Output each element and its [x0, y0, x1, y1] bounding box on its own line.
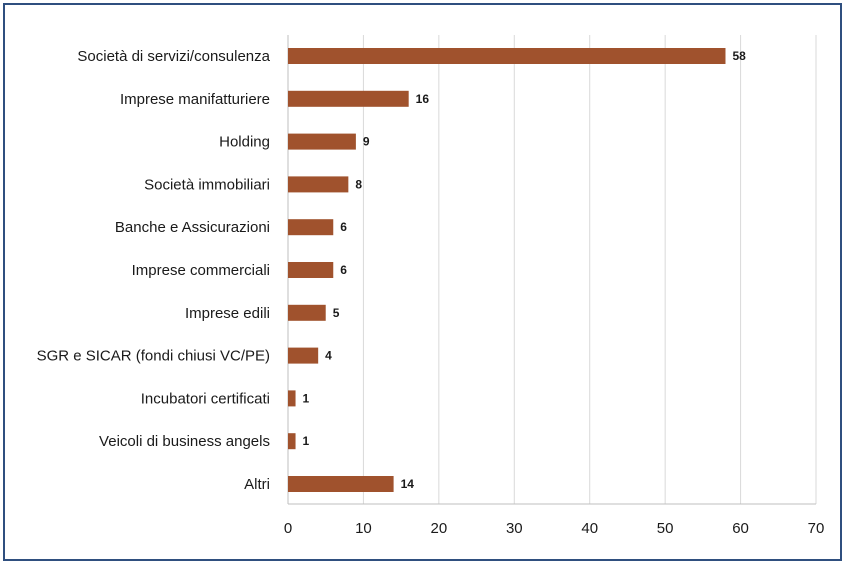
data-label: 1	[303, 434, 310, 448]
data-label: 14	[401, 477, 415, 491]
bar	[288, 176, 349, 193]
bar	[288, 133, 356, 150]
category-label: Altri	[244, 476, 270, 493]
bar	[288, 90, 409, 107]
x-tick-label: 40	[581, 520, 598, 537]
data-label: 6	[340, 263, 347, 277]
x-tick-label: 10	[355, 520, 372, 537]
category-label: Imprese edili	[185, 305, 270, 322]
data-label: 9	[363, 135, 370, 149]
bar	[288, 433, 296, 450]
data-label: 58	[732, 49, 746, 63]
bar	[288, 476, 394, 492]
category-label: Imprese manifatturiere	[120, 91, 270, 108]
data-label: 6	[340, 220, 347, 234]
category-label: Incubatori certificati	[141, 390, 270, 407]
bar	[288, 262, 334, 278]
bar	[288, 390, 296, 407]
category-label: Società immobiliari	[144, 176, 270, 193]
data-label: 4	[325, 349, 332, 363]
chart-frame	[3, 3, 842, 561]
category-label: Holding	[219, 134, 270, 151]
x-tick-label: 20	[431, 520, 448, 537]
bar	[288, 219, 334, 236]
x-tick-label: 0	[284, 520, 292, 537]
bar	[288, 304, 326, 321]
category-label: SGR e SICAR (fondi chiusi VC/PE)	[37, 348, 270, 365]
data-label: 1	[303, 391, 310, 405]
data-label: 5	[333, 306, 340, 320]
category-label: Banche e Assicurazioni	[115, 219, 270, 236]
category-label: Imprese commerciali	[132, 262, 270, 279]
category-label: Società di servizi/consulenza	[77, 48, 270, 65]
category-label: Veicoli di business angels	[99, 433, 270, 450]
bar	[288, 48, 726, 64]
x-tick-label: 50	[657, 520, 674, 537]
data-label: 8	[355, 177, 362, 191]
data-label: 16	[416, 92, 430, 106]
x-tick-label: 30	[506, 520, 523, 537]
x-tick-label: 60	[732, 520, 749, 537]
bar	[288, 347, 319, 364]
x-tick-label: 70	[808, 520, 825, 537]
